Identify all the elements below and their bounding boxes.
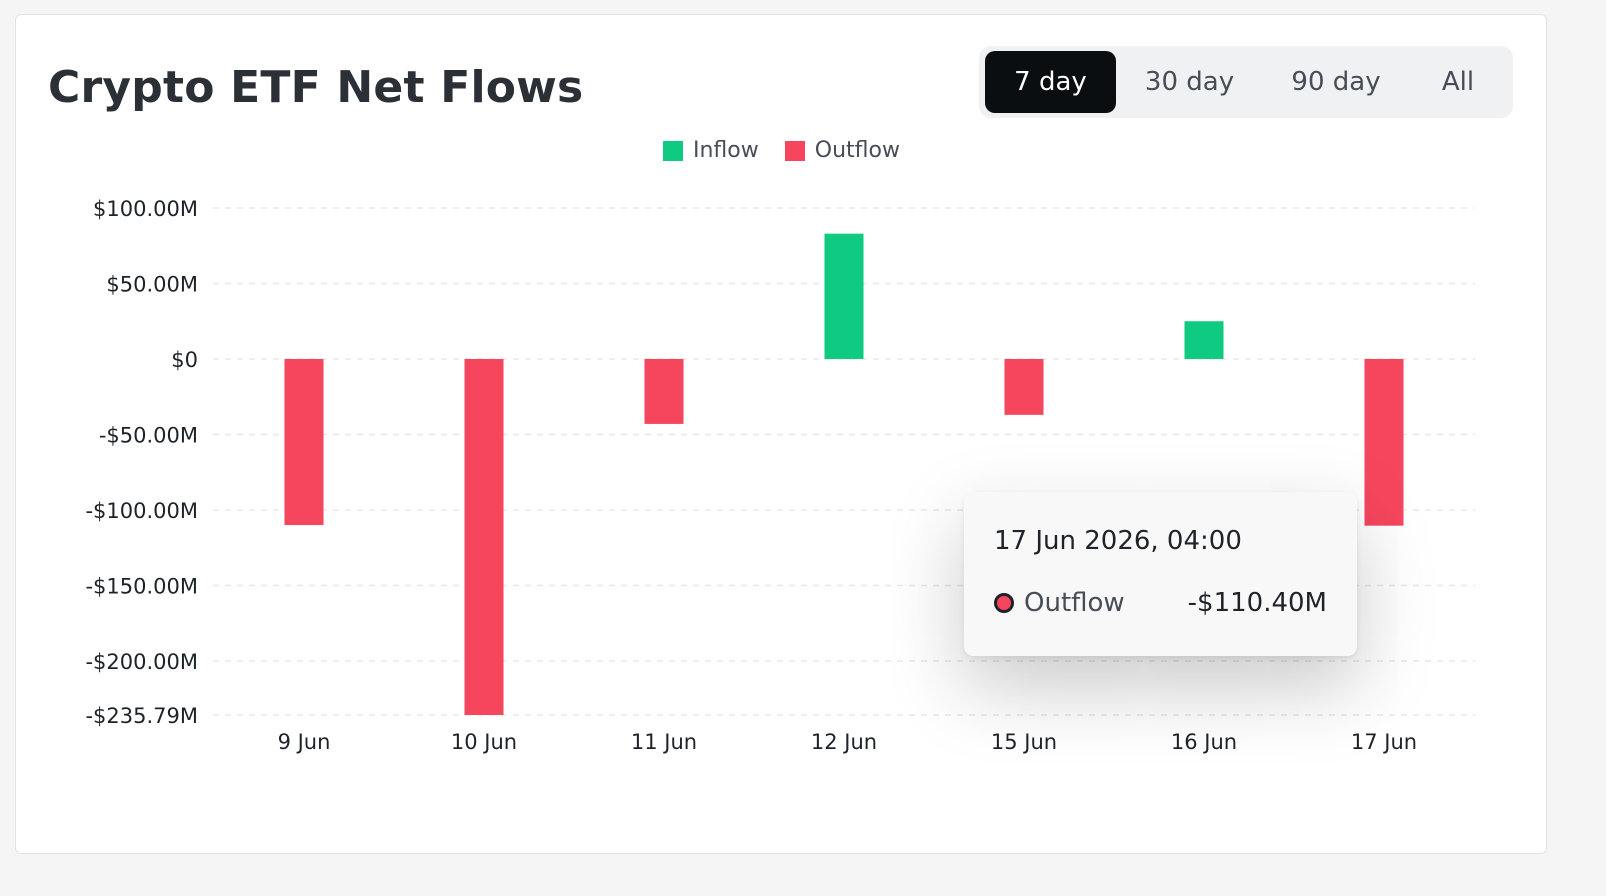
y-tick-label: $50.00M bbox=[106, 272, 198, 296]
tooltip-row: Outflow -$110.40M bbox=[994, 588, 1327, 618]
tooltip-series-dot-icon bbox=[994, 593, 1014, 613]
x-tick-label: 16 Jun bbox=[1171, 730, 1237, 754]
x-tick-label: 12 Jun bbox=[811, 730, 877, 754]
chart-legend: Inflow Outflow bbox=[663, 138, 926, 163]
range-tab-7-day[interactable]: 7 day bbox=[985, 51, 1116, 113]
legend-label-outflow: Outflow bbox=[814, 138, 900, 163]
x-tick-label: 11 Jun bbox=[631, 730, 697, 754]
x-tick-label: 10 Jun bbox=[451, 730, 517, 754]
bar-17-jun[interactable] bbox=[1364, 358, 1404, 526]
y-tick-label: -$100.00M bbox=[85, 499, 198, 523]
bar-12-jun[interactable] bbox=[824, 233, 864, 359]
bar-11-jun[interactable] bbox=[644, 358, 684, 424]
bar-10-jun[interactable] bbox=[464, 358, 504, 715]
y-tick-label: -$235.79M bbox=[85, 704, 198, 728]
y-tick-label: $0 bbox=[171, 348, 198, 372]
y-tick-label: -$200.00M bbox=[85, 650, 198, 674]
page-title: Crypto ETF Net Flows bbox=[48, 62, 584, 113]
tooltip-title: 17 Jun 2026, 04:00 bbox=[994, 526, 1242, 556]
x-tick-label: 17 Jun bbox=[1351, 730, 1417, 754]
tooltip-series-label: Outflow bbox=[1024, 588, 1125, 618]
y-tick-label: -$150.00M bbox=[85, 574, 198, 598]
range-tab-30-day[interactable]: 30 day bbox=[1116, 51, 1263, 113]
legend-item-inflow[interactable]: Inflow bbox=[663, 138, 759, 163]
chart-tooltip: 17 Jun 2026, 04:00 Outflow -$110.40M bbox=[964, 492, 1357, 656]
bar-9-jun[interactable] bbox=[284, 358, 324, 526]
range-tab-90-day[interactable]: 90 day bbox=[1263, 51, 1409, 113]
legend-swatch-inflow bbox=[663, 140, 683, 161]
legend-label-inflow: Inflow bbox=[693, 138, 759, 163]
range-selector: 7 day 30 day 90 day All bbox=[979, 46, 1513, 118]
bar-15-jun[interactable] bbox=[1004, 358, 1044, 415]
legend-swatch-outflow bbox=[784, 140, 805, 161]
x-tick-label: 9 Jun bbox=[278, 730, 331, 754]
x-tick-label: 15 Jun bbox=[991, 730, 1057, 754]
y-tick-label: $100.00M bbox=[93, 197, 198, 221]
range-tab-all[interactable]: All bbox=[1409, 51, 1507, 113]
y-tick-label: -$50.00M bbox=[99, 423, 198, 447]
tooltip-series-value: -$110.40M bbox=[1187, 588, 1327, 618]
legend-item-outflow[interactable]: Outflow bbox=[784, 138, 900, 163]
bar-16-jun[interactable] bbox=[1184, 321, 1224, 359]
